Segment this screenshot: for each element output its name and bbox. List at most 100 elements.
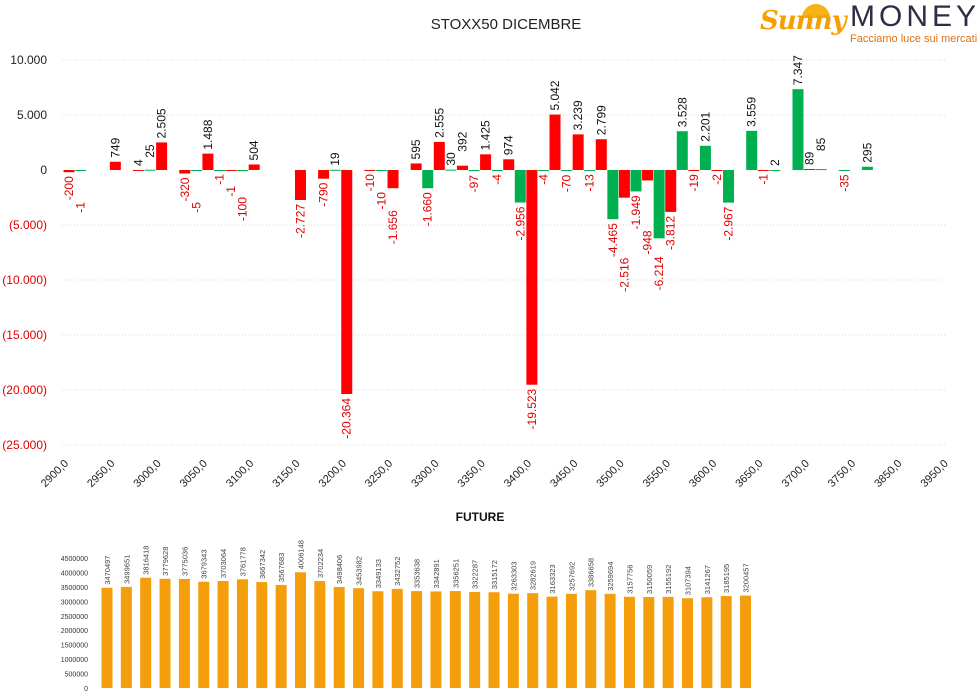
future-y-tick-label: 2500000 — [61, 614, 88, 621]
bar-green-3250 — [375, 170, 387, 171]
bar-red-3550 — [665, 170, 677, 212]
x-tick-label: 3200,0 — [317, 458, 349, 490]
future-data-label: 3816418 — [142, 546, 151, 575]
x-tick-label: 3350,0 — [456, 458, 488, 490]
bar-green-2925 — [75, 170, 87, 171]
bar-red-3150 — [294, 170, 306, 200]
data-label: -200 — [62, 176, 76, 200]
data-label: 4 — [131, 159, 145, 166]
x-tick-label: 2950,0 — [85, 458, 117, 490]
future-data-label: 3200457 — [742, 563, 751, 592]
bar-green-3200 — [329, 169, 341, 171]
data-label: 595 — [409, 139, 423, 159]
bar-green-3000 — [144, 169, 156, 171]
data-label: 392 — [455, 131, 469, 151]
data-label: 974 — [502, 135, 516, 155]
x-tick-label: 3950,0 — [919, 458, 951, 490]
bar-green-3325 — [445, 169, 457, 171]
sunny-money-logo: Sunny MONEY Facciamo luce sui mercati — [758, 2, 977, 48]
future-data-label: 3185195 — [722, 564, 731, 593]
bar-green-3725 — [815, 169, 827, 171]
data-label: -2 — [710, 174, 724, 185]
bar-green-3750 — [838, 170, 850, 171]
bar-red-3650 — [757, 170, 769, 171]
bar-red-3425 — [549, 114, 561, 170]
data-label: -1 — [74, 202, 88, 213]
bar-red-3375 — [503, 159, 515, 170]
y-tick-label: (10.000) — [2, 273, 47, 287]
future-data-label: 3775036 — [180, 547, 189, 576]
future-bar — [120, 586, 132, 688]
data-label: -100 — [236, 197, 250, 221]
bar-green-3075 — [213, 170, 225, 171]
future-bar — [295, 572, 306, 688]
y-tick-label: 10.000 — [10, 53, 47, 67]
data-label: -948 — [641, 230, 655, 254]
data-label: -10 — [374, 192, 388, 210]
y-tick-label: 5.000 — [17, 108, 47, 122]
bar-red-3075 — [225, 170, 237, 171]
bar-red-3450 — [572, 134, 584, 170]
data-label: -6.214 — [652, 256, 666, 290]
data-label: -97 — [467, 175, 481, 193]
future-data-label: 3349133 — [374, 559, 383, 588]
x-tick-label: 3000,0 — [131, 458, 163, 490]
data-label: -19 — [687, 174, 701, 192]
x-tick-label: 3400,0 — [502, 458, 534, 490]
data-label: -4.465 — [606, 223, 620, 257]
future-data-label: 3263303 — [509, 562, 518, 591]
future-y-tick-label: 500000 — [65, 672, 88, 679]
future-data-label: 3342891 — [432, 559, 441, 588]
data-label: -4 — [490, 174, 504, 185]
data-label: 504 — [247, 140, 261, 160]
data-label: -5 — [189, 202, 203, 213]
future-data-label: 3163323 — [548, 564, 557, 593]
bar-red-3000 — [156, 142, 168, 170]
future-bar — [101, 587, 113, 688]
future-data-label: 3322287 — [471, 560, 480, 589]
data-label: 19 — [328, 152, 342, 166]
bar-red-3275 — [410, 163, 422, 170]
future-bar — [159, 578, 171, 688]
bar-green-3575 — [676, 131, 688, 170]
bar-green-3425 — [537, 170, 549, 171]
x-tick-label: 3700,0 — [780, 458, 812, 490]
bar-green-3475 — [584, 170, 596, 171]
bar-red-3225 — [364, 170, 376, 171]
data-label: -13 — [583, 174, 597, 192]
bar-green-3675 — [769, 169, 781, 171]
data-label: -320 — [178, 177, 192, 201]
bar-red-3200 — [341, 170, 353, 395]
bar-green-3550 — [653, 170, 665, 239]
future-data-label: 3141267 — [703, 565, 712, 594]
y-tick-label: (20.000) — [2, 383, 47, 397]
data-label: 85 — [814, 137, 828, 151]
data-label: -3.812 — [664, 216, 678, 250]
future-y-tick-label: 4500000 — [61, 556, 88, 563]
x-tick-label: 3150,0 — [270, 458, 302, 490]
future-bar — [507, 593, 519, 688]
data-label: -1.656 — [386, 210, 400, 244]
bar-red-3575 — [688, 170, 700, 171]
data-label: -35 — [837, 174, 851, 192]
future-data-label: 3779628 — [161, 547, 170, 576]
x-tick-label: 3500,0 — [594, 458, 626, 490]
future-bar — [740, 595, 752, 688]
bar-green-3650 — [746, 130, 758, 170]
x-tick-label: 3450,0 — [548, 458, 580, 490]
logo-tagline: Facciamo luce sui mercati — [850, 33, 977, 45]
bar-green-3500 — [607, 170, 619, 220]
data-label: 295 — [860, 142, 874, 162]
x-tick-label: 3600,0 — [687, 458, 719, 490]
bar-red-3175 — [318, 170, 330, 179]
bar-red-3700 — [804, 169, 816, 171]
future-data-label: 3703064 — [219, 549, 228, 578]
future-bar — [527, 593, 539, 688]
future-data-label: 3259694 — [606, 562, 615, 591]
x-tick-label: 3850,0 — [872, 458, 904, 490]
data-label: 1.425 — [479, 120, 493, 150]
data-label: -1 — [212, 174, 226, 185]
data-label: -1.660 — [421, 192, 435, 226]
future-data-label: 3150059 — [645, 565, 654, 594]
